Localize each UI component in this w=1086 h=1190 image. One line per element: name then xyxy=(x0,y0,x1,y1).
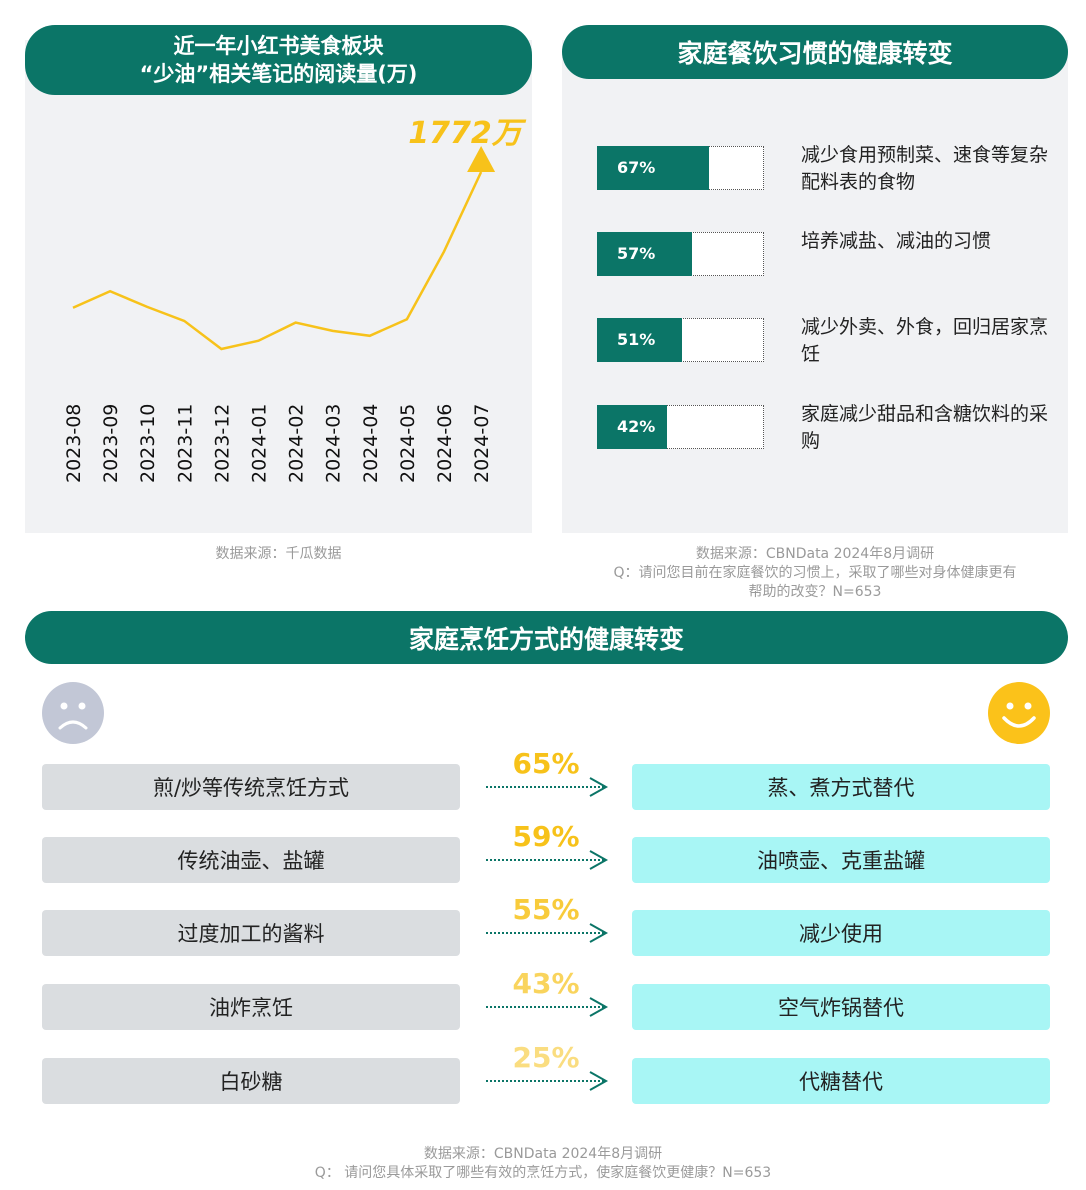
healthy-method-label: 减少使用 xyxy=(799,922,883,946)
left-title-line2: “少油”相关笔记的阅读量(万) xyxy=(139,62,418,86)
traditional-method-box: 煎/炒等传统烹饪方式 xyxy=(42,764,460,810)
bar-label: 家庭减少甜品和含糖饮料的采购 xyxy=(801,403,1049,452)
bar-percent: 57% xyxy=(617,244,656,263)
traditional-method-label: 白砂糖 xyxy=(219,1070,283,1094)
x-tick-label: 2024-02 xyxy=(286,404,308,483)
x-tick-label: 2023-11 xyxy=(174,404,196,483)
bottom-source-line2: Q： 请问您具体采取了哪些有效的烹饪方式，使家庭餐饮更健康？N=653 xyxy=(314,1165,772,1181)
dotted-arrow-icon xyxy=(486,777,609,797)
healthy-method-label: 油喷壶、克重盐罐 xyxy=(757,849,925,873)
traditional-method-box: 传统油壶、盐罐 xyxy=(42,837,460,883)
bottom-source: 数据来源：CBNData 2024年8月调研 Q： 请问您具体采取了哪些有效的烹… xyxy=(0,1145,1086,1183)
left-title-line1: 近一年小红书美食板块 xyxy=(173,34,384,58)
traditional-method-label: 过度加工的酱料 xyxy=(177,922,325,946)
bottom-title-text: 家庭烹饪方式的健康转变 xyxy=(408,624,684,654)
bar-fill xyxy=(597,318,682,362)
dotted-arrow-icon xyxy=(486,997,609,1017)
bar-label: 减少外卖、外食，回归居家烹饪 xyxy=(801,316,1049,365)
traditional-method-box: 过度加工的酱料 xyxy=(42,910,460,956)
healthy-method-label: 蒸、煮方式替代 xyxy=(767,776,915,800)
happy-face-icon xyxy=(988,682,1050,744)
line-chart: 2023-08 2023-09 2023-10 2023-11 2023-12 2024-… xyxy=(63,116,527,483)
swap-percent: 25% xyxy=(512,1041,580,1074)
healthy-method-box: 油喷壶、克重盐罐 xyxy=(632,837,1050,883)
traditional-method-box: 油炸烹饪 xyxy=(42,984,460,1030)
x-tick-label: 2024-05 xyxy=(397,404,419,483)
healthy-method-box: 蒸、煮方式替代 xyxy=(632,764,1050,810)
right-source-line2: Q：请问您目前在家庭餐饮的习惯上，采取了哪些对身体健康更有 xyxy=(613,565,1017,581)
x-tick-label: 2024-07 xyxy=(471,404,493,483)
x-tick-label: 2024-06 xyxy=(434,404,456,483)
x-tick-label: 2023-12 xyxy=(211,404,233,483)
x-tick-label: 2024-03 xyxy=(323,404,345,483)
swap-percent: 55% xyxy=(512,893,580,926)
x-tick-label: 2023-08 xyxy=(63,404,85,483)
bar-percent: 51% xyxy=(617,330,656,349)
bar-fill xyxy=(597,405,667,449)
right-title-text: 家庭餐饮习惯的健康转变 xyxy=(677,39,953,68)
dotted-arrow-icon xyxy=(486,850,609,870)
bar-fill xyxy=(597,232,692,276)
bottom-source-line1: 数据来源：CBNData 2024年8月调研 xyxy=(423,1146,663,1162)
right-source: 数据来源：CBNData 2024年8月调研 Q：请问您目前在家庭餐饮的习惯上，… xyxy=(562,545,1068,602)
peak-label: 1772万 xyxy=(408,116,526,151)
bar-percent: 42% xyxy=(617,417,656,436)
healthy-method-box: 代糖替代 xyxy=(632,1058,1050,1104)
bar-fill xyxy=(597,146,709,190)
swap-percent: 59% xyxy=(512,820,580,853)
x-tick-label: 2024-01 xyxy=(249,404,271,483)
healthy-method-label: 代糖替代 xyxy=(799,1070,883,1094)
right-source-line1: 数据来源：CBNData 2024年8月调研 xyxy=(695,546,935,562)
dotted-arrow-icon xyxy=(486,1071,609,1091)
left-panel-background xyxy=(25,40,532,533)
x-tick-label: 2024-04 xyxy=(360,404,382,483)
bar-label: 减少食用预制菜、速食等复杂配料表的食物 xyxy=(801,144,1049,193)
right-panel-title: 家庭餐饮习惯的健康转变 xyxy=(562,25,1068,79)
sad-face-icon xyxy=(42,682,104,744)
bar-label: 培养减盐、减油的习惯 xyxy=(801,230,992,252)
traditional-method-label: 煎/炒等传统烹饪方式 xyxy=(152,776,350,800)
dotted-arrow-icon xyxy=(486,923,609,943)
left-panel-title: 近一年小红书美食板块 “少油”相关笔记的阅读量(万) xyxy=(25,25,532,95)
x-tick-label: 2023-09 xyxy=(100,404,122,483)
traditional-method-box: 白砂糖 xyxy=(42,1058,460,1104)
swap-percent: 65% xyxy=(512,747,580,780)
series-line xyxy=(72,171,483,351)
left-source: 数据来源：千瓜数据 xyxy=(25,545,532,564)
healthy-method-label: 空气炸锅替代 xyxy=(778,996,904,1020)
traditional-method-label: 传统油壶、盐罐 xyxy=(177,849,325,873)
peak-arrow-icon xyxy=(467,146,496,172)
healthy-method-box: 空气炸锅替代 xyxy=(632,984,1050,1030)
x-tick-label: 2023-10 xyxy=(137,404,159,483)
right-source-line3: 帮助的改变？N=653 xyxy=(748,584,882,600)
bottom-panel-title: 家庭烹饪方式的健康转变 xyxy=(25,611,1068,664)
swap-percent: 43% xyxy=(512,967,580,1000)
left-source-text: 数据来源：千瓜数据 xyxy=(215,546,342,562)
bar-percent: 67% xyxy=(617,158,656,177)
healthy-method-box: 减少使用 xyxy=(632,910,1050,956)
traditional-method-label: 油炸烹饪 xyxy=(209,996,293,1020)
right-panel-background xyxy=(562,40,1068,533)
